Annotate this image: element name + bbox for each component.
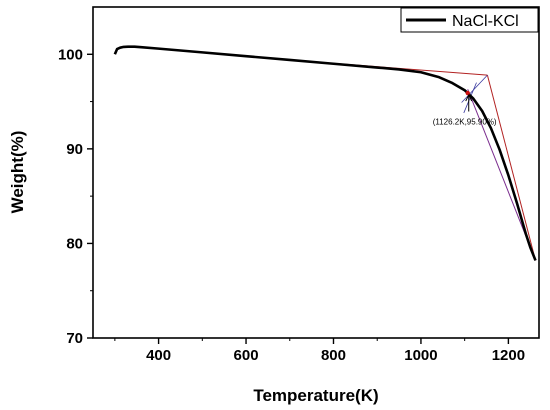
- annotation-label: (1126.2K,95.90%): [433, 117, 497, 126]
- x-axis-title: Temperature(K): [253, 386, 378, 405]
- series-line-0: [113, 45, 537, 261]
- drop-tangent-line: [486, 74, 536, 261]
- y-tick-label-80: 80: [66, 235, 83, 252]
- plot-frame: [92, 6, 540, 339]
- ticks-layer: 400 600 800 1000 1200 70 80 90 100: [58, 46, 525, 364]
- y-axis-title: Weight(%): [8, 131, 27, 214]
- x-tick-label-1200: 1200: [492, 347, 525, 364]
- x-tick-label-1000: 1000: [404, 347, 437, 364]
- legend: NaCl-KCl: [400, 7, 539, 33]
- legend-label: NaCl-KCl: [452, 13, 519, 30]
- series-layer: [113, 45, 537, 261]
- y-tick-label-70: 70: [66, 330, 83, 347]
- annotation-arrow-head: [465, 93, 473, 102]
- x-tick-label-600: 600: [234, 347, 259, 364]
- y-tick-label-90: 90: [66, 141, 83, 158]
- x-tick-label-400: 400: [146, 347, 171, 364]
- cross-line-0: [461, 74, 488, 103]
- tangent-layer: [289, 59, 536, 261]
- annotation-point: [465, 90, 470, 96]
- annotation-layer: (1126.2K,95.90%): [433, 90, 497, 126]
- y-tick-label-100: 100: [58, 46, 83, 63]
- x-tick-label-800: 800: [321, 347, 346, 364]
